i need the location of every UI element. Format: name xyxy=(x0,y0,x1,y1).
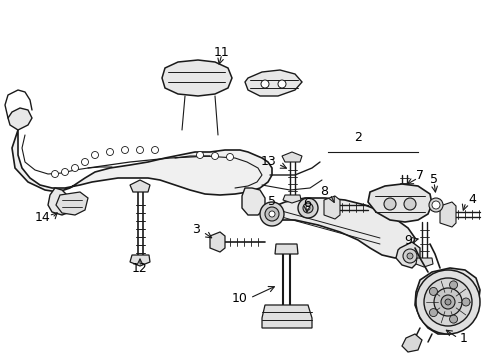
Polygon shape xyxy=(242,188,264,215)
Circle shape xyxy=(61,168,68,175)
Circle shape xyxy=(433,288,461,316)
Text: 7: 7 xyxy=(415,170,423,183)
Circle shape xyxy=(431,201,439,209)
Circle shape xyxy=(278,80,285,88)
Circle shape xyxy=(461,298,469,306)
Polygon shape xyxy=(8,108,32,130)
Text: 5: 5 xyxy=(429,174,437,186)
Polygon shape xyxy=(12,130,271,195)
Polygon shape xyxy=(162,60,231,96)
Circle shape xyxy=(260,202,284,226)
Circle shape xyxy=(226,153,233,161)
Text: 13: 13 xyxy=(260,156,275,168)
Circle shape xyxy=(415,270,479,334)
Polygon shape xyxy=(324,196,339,219)
Circle shape xyxy=(423,278,471,326)
Text: 10: 10 xyxy=(232,292,247,305)
Text: 8: 8 xyxy=(319,185,327,198)
Text: 2: 2 xyxy=(353,131,361,144)
Text: 4: 4 xyxy=(467,193,475,207)
Circle shape xyxy=(71,165,79,171)
Circle shape xyxy=(211,153,218,159)
Polygon shape xyxy=(283,195,301,203)
Circle shape xyxy=(428,198,442,212)
Polygon shape xyxy=(56,192,88,215)
Circle shape xyxy=(268,211,274,217)
Text: 14: 14 xyxy=(34,211,50,225)
Circle shape xyxy=(406,253,412,259)
Text: 5: 5 xyxy=(267,195,275,208)
Polygon shape xyxy=(262,305,311,328)
Circle shape xyxy=(440,295,454,309)
Polygon shape xyxy=(48,188,72,215)
Circle shape xyxy=(81,158,88,166)
Circle shape xyxy=(402,249,416,263)
Text: 3: 3 xyxy=(192,224,200,237)
Polygon shape xyxy=(274,244,297,254)
Polygon shape xyxy=(209,232,224,252)
Circle shape xyxy=(428,309,437,316)
Circle shape xyxy=(444,299,450,305)
Circle shape xyxy=(91,152,98,158)
Circle shape xyxy=(151,147,158,153)
Polygon shape xyxy=(130,255,150,266)
Circle shape xyxy=(121,147,128,153)
Circle shape xyxy=(297,198,317,218)
Polygon shape xyxy=(439,202,455,227)
Text: 11: 11 xyxy=(214,45,229,58)
Polygon shape xyxy=(130,180,150,192)
Text: 12: 12 xyxy=(132,261,147,274)
Circle shape xyxy=(448,281,457,289)
Polygon shape xyxy=(401,334,421,352)
Circle shape xyxy=(403,198,415,210)
Polygon shape xyxy=(264,198,414,258)
Circle shape xyxy=(264,207,279,221)
Polygon shape xyxy=(367,184,431,222)
Text: 1: 1 xyxy=(459,332,467,345)
Circle shape xyxy=(448,315,457,323)
Polygon shape xyxy=(414,268,479,334)
Text: 9: 9 xyxy=(403,234,411,247)
Circle shape xyxy=(106,148,113,156)
Text: 6: 6 xyxy=(303,198,310,211)
Circle shape xyxy=(196,152,203,158)
Circle shape xyxy=(428,287,437,296)
Polygon shape xyxy=(415,258,432,267)
Circle shape xyxy=(261,80,268,88)
Circle shape xyxy=(383,198,395,210)
Polygon shape xyxy=(244,70,302,96)
Circle shape xyxy=(136,147,143,153)
Polygon shape xyxy=(395,242,419,268)
Circle shape xyxy=(51,171,59,177)
Polygon shape xyxy=(282,152,302,162)
Circle shape xyxy=(305,206,309,210)
Circle shape xyxy=(303,203,312,213)
